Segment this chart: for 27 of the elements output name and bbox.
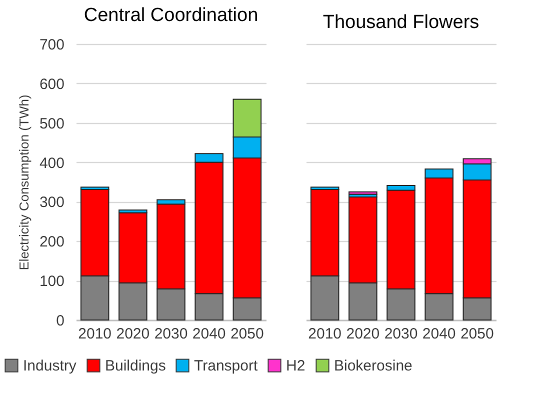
- legend-label: Biokerosine: [334, 358, 412, 375]
- x-tick-label: 2030: [154, 326, 188, 342]
- legend-label: Buildings: [105, 358, 166, 375]
- y-tick-label: 700: [39, 36, 64, 54]
- chart-title: Central Coordination: [84, 5, 258, 26]
- legend-label: H2: [286, 358, 306, 375]
- y-tick-label: 400: [39, 154, 64, 172]
- legend-label: Industry: [23, 358, 77, 375]
- x-tick-label: 2010: [308, 326, 342, 342]
- x-tick-label: 2030: [384, 326, 418, 342]
- y-tick-label: 0: [56, 312, 64, 330]
- x-tick-label: 2040: [192, 326, 226, 342]
- y-tick-label: 100: [39, 273, 64, 290]
- chart-title: Thousand Flowers: [322, 12, 480, 33]
- y-tick-label: 600: [39, 76, 64, 93]
- y-axis-title: Electricity Consumption (TWh): [16, 94, 32, 270]
- y-tick-label: 300: [39, 194, 64, 212]
- x-tick-label: 2010: [78, 326, 112, 342]
- x-tick-label: 2040: [422, 326, 456, 342]
- legend-label: Transport: [194, 358, 258, 375]
- x-tick-label: 2020: [346, 326, 380, 342]
- y-tick-label: 500: [39, 115, 64, 132]
- x-tick-label: 2020: [116, 326, 150, 342]
- x-tick-label: 2050: [230, 326, 264, 342]
- y-tick-label: 200: [39, 234, 64, 251]
- bar: [348, 191, 378, 195]
- x-tick-label: 2050: [460, 326, 494, 342]
